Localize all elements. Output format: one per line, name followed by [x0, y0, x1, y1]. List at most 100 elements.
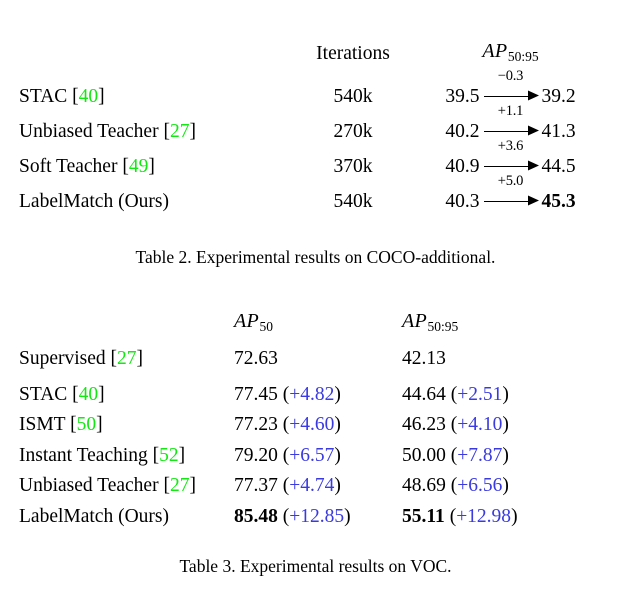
ap-base: AP: [482, 39, 508, 62]
delta-value: +6.56: [457, 475, 503, 496]
table-row: STAC [40] 540k 39.5 −0.3 39.2: [19, 68, 609, 107]
delta-group: (+4.82): [282, 383, 341, 405]
table-2-row-0-iterations: 540k: [333, 85, 373, 107]
table-2-row-2-ap: 40.9 +3.6 44.5: [412, 138, 609, 177]
delta-arrow: +1.1: [483, 103, 539, 137]
delta-value: +3.6: [497, 137, 524, 154]
table-3-block: AP50 AP50:95 Supervised [27] 72.63 42.13: [19, 292, 609, 531]
table-2-header-method: [19, 27, 294, 63]
delta-group: (+12.98): [449, 505, 518, 527]
table-2-caption: Table 2. Experimental results on COCO-ad…: [135, 247, 496, 267]
ap-before: 39.5: [445, 85, 480, 107]
delta-group: (+4.74): [282, 475, 341, 496]
delta-value: +7.87: [457, 444, 503, 466]
delta-group: (+6.57): [282, 444, 341, 466]
table-2-row-0-ap: 39.5 −0.3 39.2: [412, 68, 609, 107]
delta-value: +4.82: [289, 383, 335, 405]
delta-group: (+4.60): [282, 414, 341, 435]
arrow-shaft: [483, 200, 530, 202]
table-row: Instant Teaching [52] 79.20 (+6.57) 50.0…: [19, 435, 609, 466]
table-3-row-0-ap5095: 42.13: [402, 348, 446, 369]
table-row: Soft Teacher [49] 370k 40.9 +3.6 44.5: [19, 138, 609, 177]
table-row: Supervised [27] 72.63 42.13: [19, 338, 609, 369]
arrow-head-icon: [527, 195, 539, 206]
citation-ref: [50]: [70, 414, 103, 435]
table-3-row-5-method: LabelMatch (Ours): [19, 505, 169, 527]
table-row: Unbiased Teacher [27] 270k 40.2 +1.1 41.3: [19, 103, 609, 142]
ap-after: 44.5: [541, 155, 576, 177]
table-3-row-1-method: STAC [40]: [19, 383, 105, 405]
arrow-head-icon: [527, 125, 539, 136]
ap-base: AP: [234, 309, 260, 332]
delta-value: +6.57: [289, 444, 335, 466]
table-3-row-2-method: ISMT [50]: [19, 414, 103, 435]
table-2-header-ap: AP50:95: [412, 27, 609, 63]
table-2-block: Iterations AP50:95 STAC [40] 540k 39.5 −0…: [19, 22, 609, 216]
table-3-row-4-ap50: 77.37 (+4.74): [234, 475, 341, 496]
table-3-row-4-method: Unbiased Teacher [27]: [19, 475, 196, 496]
table-3-row-5-ap5095: 55.11 (+12.98): [402, 505, 518, 527]
table-3-row-4-ap5095: 48.69 (+6.56): [402, 475, 509, 496]
ap-after: 39.2: [541, 85, 576, 107]
table-2-row-1-ap: 40.2 +1.1 41.3: [412, 103, 609, 142]
arrow-shaft: [483, 165, 530, 167]
table-3-row-3-method: Instant Teaching [52]: [19, 444, 186, 466]
delta-value: +12.85: [289, 505, 345, 527]
delta-value: +4.74: [289, 475, 335, 496]
delta-arrow: +3.6: [483, 138, 539, 172]
ap-base: AP: [402, 309, 428, 332]
delta-value: +4.10: [457, 414, 503, 435]
delta-group: (+6.56): [450, 475, 509, 496]
ap-subscript: 50:95: [427, 318, 459, 334]
table-3-row-3-ap50: 79.20 (+6.57): [234, 444, 341, 466]
delta-value: −0.3: [497, 67, 524, 84]
delta-value: +4.60: [289, 414, 335, 435]
table-2: Iterations AP50:95 STAC [40] 540k 39.5 −0…: [19, 22, 609, 216]
table-3-row-1-ap50: 77.45 (+4.82): [234, 383, 341, 405]
table-3-row-2-ap5095: 46.23 (+4.10): [402, 414, 509, 435]
arrow-shaft: [483, 130, 530, 132]
citation-ref: [27]: [110, 348, 144, 369]
ap-after: 45.3: [541, 190, 576, 212]
table-2-row-2-iterations: 370k: [333, 155, 373, 177]
delta-arrow: +5.0: [483, 173, 539, 207]
table-2-row-3-iterations: 540k: [333, 190, 373, 212]
table-row: STAC [40] 77.45 (+4.82) 44.64 (+2.51): [19, 374, 609, 405]
ap-before: 40.3: [445, 190, 480, 212]
table-row: LabelMatch (Ours) 85.48 (+12.85) 55.11 (…: [19, 496, 609, 527]
table-3-header-method: [19, 297, 234, 333]
table-3-row-3-ap5095: 50.00 (+7.87): [402, 444, 509, 466]
ap-subscript: 50: [259, 318, 274, 334]
ap-before: 40.2: [445, 120, 480, 142]
delta-group: (+7.87): [450, 444, 509, 466]
arrow-shaft: [483, 95, 530, 97]
delta-group: (+4.10): [450, 414, 509, 435]
ap-after: 41.3: [541, 120, 576, 142]
arrow-head-icon: [527, 160, 539, 171]
citation-ref: [40]: [72, 383, 105, 405]
table-2-row-1-iterations: 270k: [333, 120, 373, 142]
delta-value: +2.51: [457, 383, 503, 405]
delta-group: (+2.51): [450, 383, 509, 405]
table-2-row-0-method: STAC [40]: [19, 85, 105, 107]
arrow-head-icon: [527, 90, 539, 101]
table-2-row-1-method: Unbiased Teacher [27]: [19, 120, 196, 142]
table-3-header-ap5095: AP50:95: [402, 297, 609, 333]
delta-group: (+12.85): [282, 505, 351, 527]
table-3-row-5-ap50: 85.48 (+12.85): [234, 505, 351, 527]
table-row: ISMT [50] 77.23 (+4.60) 46.23 (+4.10): [19, 404, 609, 435]
citation-ref: [49]: [122, 155, 155, 177]
table-2-row-3-method: LabelMatch (Ours): [19, 190, 169, 212]
delta-value: +5.0: [497, 172, 524, 189]
table-3-row-0-ap50: 72.63: [234, 348, 278, 369]
delta-value: +1.1: [497, 102, 524, 119]
citation-ref: [52]: [152, 444, 186, 466]
citation-ref: [27]: [163, 120, 196, 142]
delta-arrow: −0.3: [483, 68, 539, 102]
table-2-row-3-ap: 40.3 +5.0 45.3: [412, 173, 609, 212]
table-row: LabelMatch (Ours) 540k 40.3 +5.0 45.3: [19, 173, 609, 212]
delta-value: +12.98: [456, 505, 512, 527]
citation-ref: [27]: [163, 475, 196, 496]
table-2-header-row: Iterations AP50:95: [19, 27, 609, 63]
